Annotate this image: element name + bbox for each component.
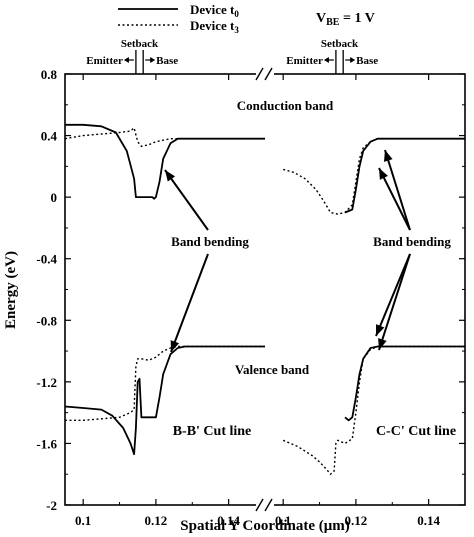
setback-label: Setback (321, 38, 359, 50)
legend-label: Device t0 (190, 2, 239, 19)
y-tick-label: 0 (51, 190, 58, 205)
x-tick-label: 0.14 (217, 513, 240, 528)
emitter-label: Emitter (286, 55, 323, 67)
emitter-label: Emitter (86, 55, 123, 67)
plot-axes: 0.8 0.4 0 -0.4 -0.8 -1.2 -1.6 -2 0.1 0.12 0.14 Emit… (36, 38, 466, 528)
band-bending-arrow-head (378, 338, 387, 350)
legend-label-subscript: 0 (234, 9, 239, 19)
annotation-cut-line-left: B-B' Cut line (173, 424, 252, 439)
band-bending-arrow (170, 253, 209, 353)
base-arrowhead (150, 57, 156, 63)
band-bending-arrow-head (170, 340, 180, 352)
legend-label-subscript: 3 (234, 25, 239, 35)
curve-device-t3-valence (282, 345, 465, 475)
annotation-band-bending-left: Band bending (171, 234, 249, 249)
band-bending-arrow-head (165, 170, 176, 182)
axis-break-mark (255, 498, 264, 512)
x-tick-label: 0.1 (275, 513, 291, 528)
axis-break-mark (264, 498, 273, 512)
curve-device-t0-conduction (65, 123, 265, 200)
curve-device-t3-conduction (283, 137, 465, 215)
legend-label: Device t3 (190, 18, 239, 35)
curve-device-t3-conduction (64, 127, 265, 148)
y-tick-label: -2 (46, 498, 57, 513)
x-axis-label: Spatial Y Coordinate (μm) (180, 518, 349, 534)
band-bending-arrow (378, 253, 411, 351)
band-bending-arrow-head (376, 324, 385, 336)
plot-curves (64, 123, 465, 475)
band-bending-arrow-head (383, 150, 393, 162)
axis-break-mark (264, 67, 273, 81)
band-bending-arrow-head (379, 168, 388, 180)
curve-device-t3-valence (65, 345, 265, 421)
x-tick-label: 0.12 (145, 513, 168, 528)
x-tick-label: 0.12 (345, 513, 368, 528)
emitter-arrowhead (123, 57, 129, 63)
band-bending-arrow (375, 253, 411, 337)
curve-device-t0-conduction (344, 137, 465, 214)
curve-device-t0-valence (64, 345, 265, 456)
x-tick-label: 0.1 (75, 513, 91, 528)
vbe-value: = 1 V (339, 11, 374, 26)
y-tick-label: 0.8 (41, 67, 58, 82)
annotation-conduction-band: Conduction band (237, 98, 334, 113)
base-label: Base (356, 55, 378, 67)
y-tick-label: 0.4 (41, 129, 58, 144)
x-tick-label: 0.14 (417, 513, 440, 528)
setback-label: Setback (121, 38, 159, 50)
annotation-valence-band: Valence band (235, 362, 310, 377)
curve-device-t0-valence (344, 345, 465, 422)
annotation-cut-line-right: C-C' Cut line (376, 424, 456, 439)
plot-annotations: Conduction band Band bending Valence band B… (164, 98, 456, 439)
axis-break-mark (255, 67, 264, 81)
y-axis-title: Energy (eV) (3, 251, 19, 329)
vbe-label: VBE = 1 V (316, 11, 375, 28)
y-tick-label: -0.8 (36, 313, 57, 328)
y-tick-label: -0.4 (36, 252, 57, 267)
emitter-arrowhead (323, 57, 329, 63)
y-tick-label: -1.2 (36, 375, 57, 390)
base-label: Base (156, 55, 178, 67)
x-axis-title: Spatial Y Coordinate (μm) (180, 518, 349, 534)
band-bending-arrow (164, 169, 209, 231)
band-bending-arrow (378, 167, 411, 231)
band-bending-arrow (384, 149, 411, 231)
y-axis-label: Energy (eV) (3, 251, 19, 329)
y-tick-label: -1.6 (36, 436, 57, 451)
base-arrowhead (350, 57, 356, 63)
annotation-band-bending-right: Band bending (373, 234, 451, 249)
vbe-subscript: BE (326, 17, 340, 28)
